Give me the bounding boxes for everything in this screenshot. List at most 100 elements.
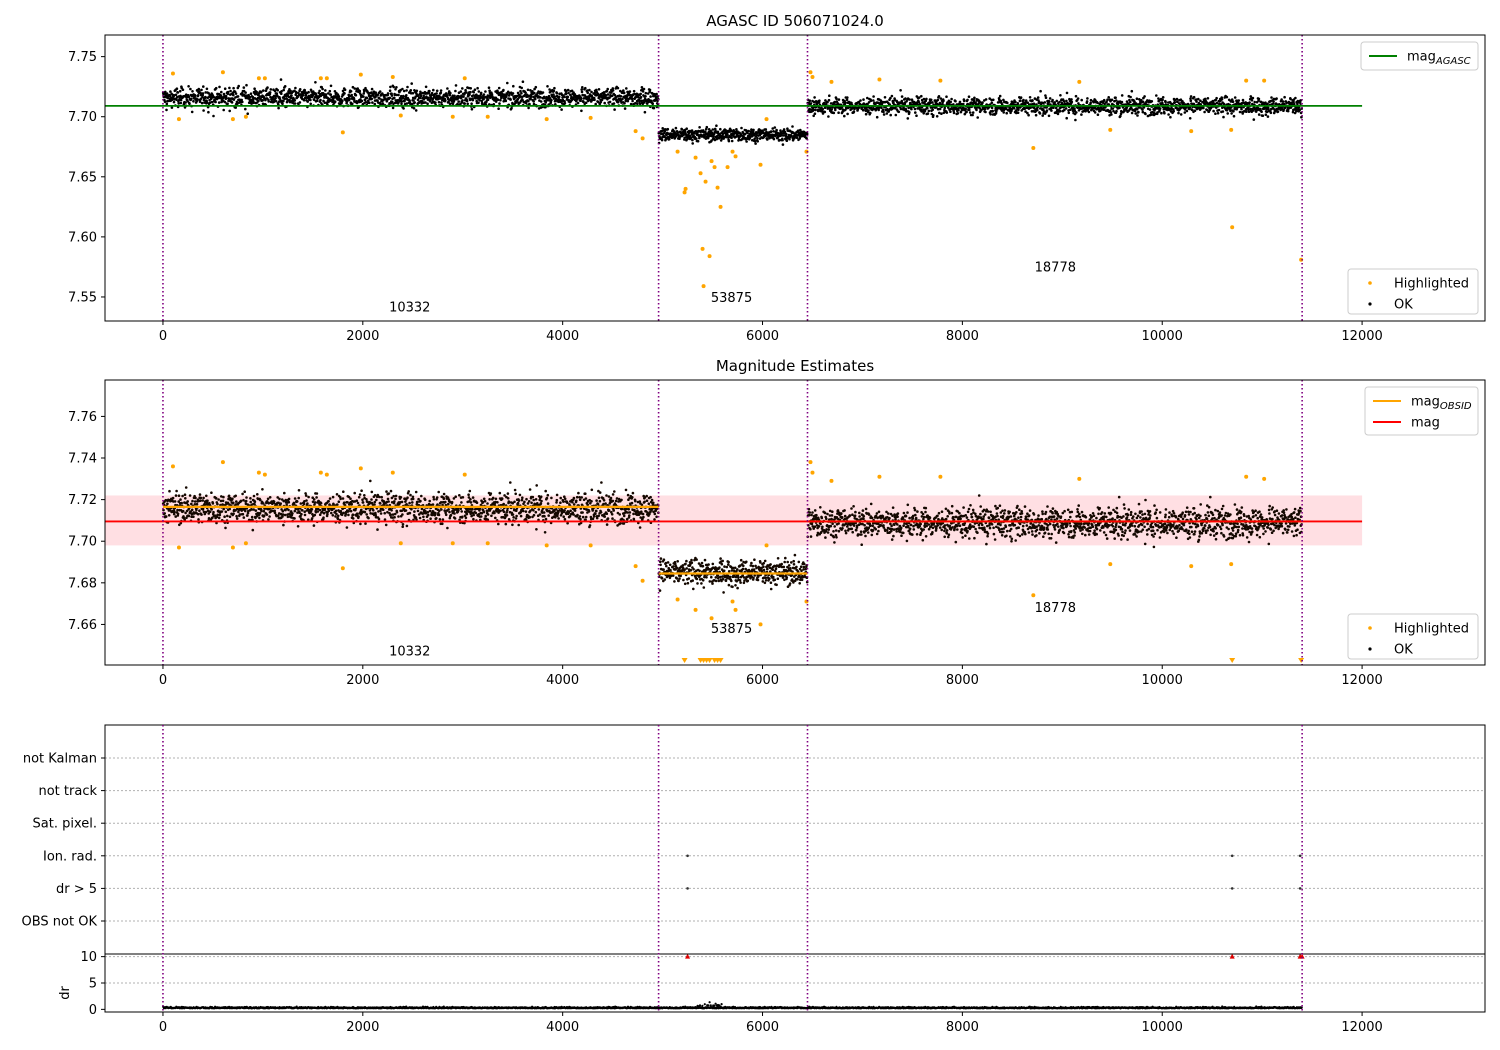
ok-point (444, 513, 448, 517)
ok-point (244, 499, 248, 503)
ok-point (224, 510, 228, 514)
ok-point (1086, 97, 1089, 100)
ok-point (1232, 110, 1235, 113)
ok-point (442, 497, 446, 501)
ok-point (1076, 97, 1080, 100)
ok-point (331, 514, 335, 517)
ok-point (297, 496, 301, 500)
ok-point (400, 509, 404, 513)
highlighted-point (324, 76, 329, 81)
ok-point (409, 89, 413, 92)
ok-point (428, 89, 431, 93)
ok-point (1257, 97, 1261, 101)
ok-point (422, 94, 426, 98)
ok-point (968, 111, 972, 114)
ok-point (482, 497, 486, 501)
ok-point (526, 88, 530, 92)
ok-point (163, 512, 166, 515)
ok-point (295, 500, 299, 503)
ok-point (410, 82, 414, 85)
ok-point (1096, 113, 1100, 116)
ok-point (1111, 107, 1115, 110)
ok-point (588, 88, 591, 92)
ok-point (1149, 113, 1153, 117)
ok-point (1225, 109, 1229, 112)
ok-point (462, 95, 465, 98)
ok-point (262, 89, 265, 92)
ok-point (1056, 112, 1060, 116)
ok-point (304, 494, 308, 497)
ok-point (1248, 101, 1251, 104)
ok-point (1250, 99, 1254, 102)
ok-point (192, 100, 195, 103)
ok-point (832, 111, 836, 115)
ok-point (990, 106, 994, 110)
ok-point (460, 101, 464, 104)
ok-point (468, 93, 471, 96)
ok-point (479, 515, 483, 518)
highlighted-point (340, 130, 345, 135)
ok-point (294, 93, 298, 96)
ok-point (968, 108, 971, 112)
ok-point (1017, 108, 1020, 111)
ok-point (527, 106, 530, 110)
ok-point (396, 102, 400, 105)
ok-point (399, 496, 403, 499)
ok-point (186, 500, 189, 503)
ok-point (1070, 98, 1073, 101)
ok-point (273, 511, 277, 515)
ok-point (566, 88, 570, 92)
ok-point (1215, 96, 1218, 100)
ok-point (1064, 107, 1068, 110)
ok-point (1110, 113, 1113, 116)
ok-point (1164, 100, 1167, 104)
ok-point (205, 494, 208, 498)
ok-point (913, 107, 917, 111)
ok-point (363, 98, 367, 102)
ok-point (277, 514, 280, 517)
ok-point (282, 523, 285, 527)
ok-point (208, 510, 212, 514)
ok-point (312, 498, 316, 501)
ok-point (210, 508, 213, 511)
ok-point (451, 102, 455, 105)
ok-point (527, 99, 530, 103)
ok-point (454, 89, 457, 93)
ok-point (747, 129, 750, 133)
ok-point (461, 496, 465, 499)
ok-point (352, 97, 356, 101)
ok-point (323, 101, 327, 104)
ok-point (563, 101, 567, 105)
ok-point (351, 85, 355, 89)
ok-point (435, 92, 438, 95)
ok-point (945, 111, 949, 114)
ok-point (395, 86, 398, 89)
ok-point (1019, 96, 1023, 99)
ok-point (695, 137, 698, 140)
ok-point (373, 503, 376, 506)
ok-point (1058, 109, 1062, 113)
ok-point (336, 503, 339, 506)
ok-point (1215, 101, 1219, 105)
ok-point (179, 498, 182, 501)
ok-point (253, 87, 256, 90)
ok-point (491, 496, 495, 500)
ok-point (1283, 95, 1286, 99)
ok-point (364, 100, 368, 104)
ok-point (408, 511, 412, 515)
ok-point (622, 91, 626, 95)
ok-point (490, 514, 493, 518)
ok-point (224, 94, 228, 98)
ok-point (882, 113, 886, 116)
ok-point (660, 138, 664, 142)
ok-point (441, 522, 444, 526)
ok-point (1179, 113, 1183, 116)
ok-point (1264, 113, 1268, 116)
ok-point (309, 98, 312, 102)
ok-point (506, 81, 509, 85)
ok-point (463, 102, 467, 105)
ok-point (287, 90, 290, 93)
ok-point (563, 95, 566, 99)
ok-point (1163, 111, 1166, 115)
ok-point (204, 95, 207, 99)
